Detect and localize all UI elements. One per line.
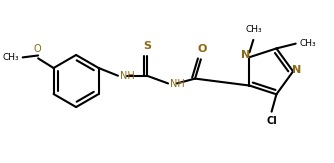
Text: NH: NH	[170, 79, 185, 89]
Text: N: N	[292, 65, 302, 75]
Text: CH₃: CH₃	[2, 53, 19, 62]
Text: O: O	[197, 44, 206, 53]
Text: CH₃: CH₃	[245, 25, 262, 34]
Text: Cl: Cl	[266, 117, 277, 126]
Text: NH: NH	[120, 71, 135, 81]
Text: N: N	[241, 50, 250, 60]
Text: S: S	[143, 41, 151, 51]
Text: CH₃: CH₃	[300, 39, 316, 48]
Text: O: O	[33, 44, 41, 53]
